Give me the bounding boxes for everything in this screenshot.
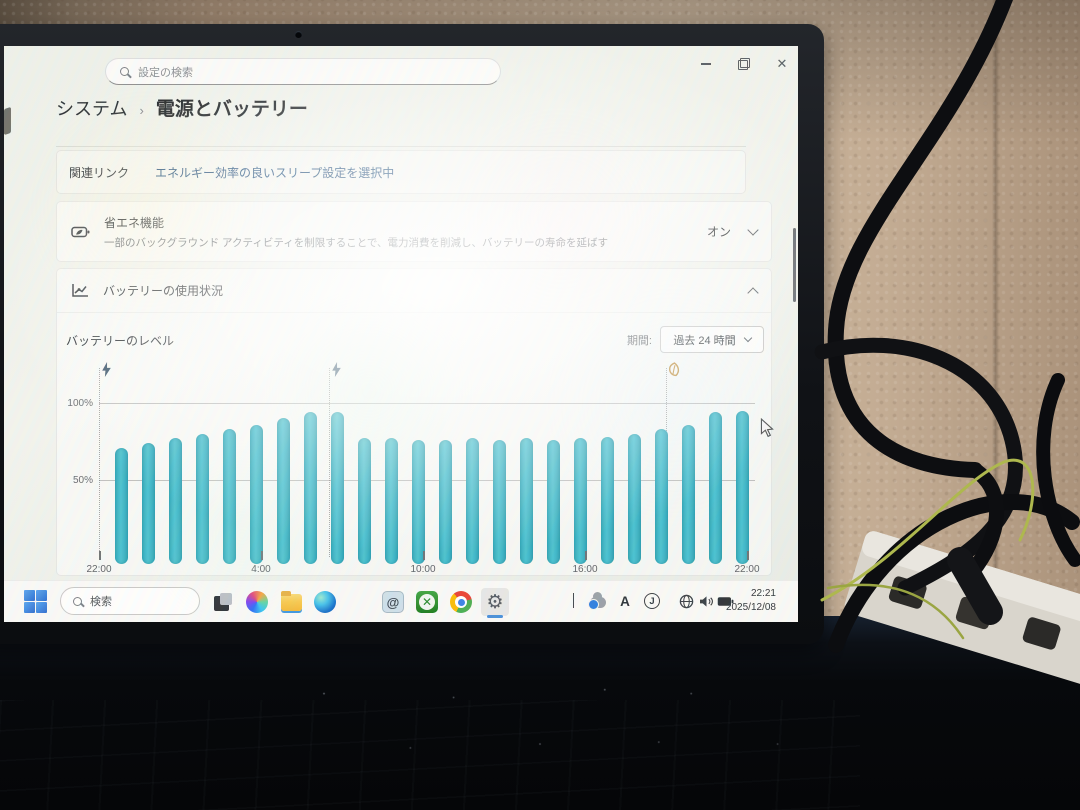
sleep-settings-link[interactable]: エネルギー効率の良いスリープ設定を選択中 xyxy=(155,165,395,180)
page-title: 電源とバッテリー xyxy=(155,99,308,120)
energy-saver-row[interactable]: 省エネ機能 一部のバックグラウンド アクティビティを制限することで、電力消費を削… xyxy=(56,201,772,262)
related-links-row: 関連リンク エネルギー効率の良いスリープ設定を選択中 xyxy=(56,150,746,194)
battery-usage-title: バッテリーの使用状況 xyxy=(103,284,224,298)
settings-search-input[interactable]: 設定の検索 xyxy=(105,58,501,85)
clock-time: 22:21 xyxy=(750,588,776,599)
battery-usage-header[interactable]: バッテリーの使用状況 xyxy=(57,269,771,313)
chevron-up-icon[interactable] xyxy=(747,286,759,299)
assistant-icon[interactable]: J xyxy=(641,590,663,612)
period-dropdown[interactable]: 過去 24 時間 xyxy=(660,326,764,353)
energy-saver-value: オン xyxy=(706,225,731,239)
breadcrumb-system[interactable]: システム xyxy=(56,99,128,119)
period-value: 過去 24 時間 xyxy=(673,334,736,347)
search-placeholder: 設定の検索 xyxy=(138,66,193,79)
webcam-dot xyxy=(295,31,302,38)
restore-button[interactable] xyxy=(736,56,752,72)
close-button[interactable]: ✕ xyxy=(776,56,788,71)
breadcrumb-separator: › xyxy=(139,103,144,118)
screen-edge-mark xyxy=(4,106,11,136)
settings-screen: 設定の検索 ✕ システム › 電源とバッテリー 関連リンク エネルギー効率の良い… xyxy=(4,46,798,622)
minimize-button[interactable] xyxy=(698,56,714,72)
clock-date: 2025/12/08 xyxy=(725,602,776,613)
wall-shadow xyxy=(992,0,999,585)
chart-line-icon xyxy=(72,284,88,297)
ime-mode-indicator[interactable]: A xyxy=(620,593,630,609)
taskbar: 検索 @⚙ AJ 22:21 2025/12/08 xyxy=(4,580,798,622)
chevron-down-icon xyxy=(743,333,752,343)
period-label: 期間: xyxy=(626,334,652,347)
chevron-down-icon[interactable] xyxy=(747,224,759,236)
scrollbar-thumb[interactable] xyxy=(793,228,796,302)
related-links-label: 関連リンク xyxy=(69,165,130,180)
cloud-sync-icon[interactable] xyxy=(587,590,609,612)
keyboard-glints xyxy=(0,616,1080,810)
divider xyxy=(56,146,746,147)
network-globe-icon[interactable] xyxy=(675,590,697,612)
breadcrumb: システム › 電源とバッテリー xyxy=(56,94,308,121)
battery-level-label: バッテリーのレベル xyxy=(66,334,175,348)
energy-saver-description: 一部のバックグラウンド アクティビティを制限することで、電力消費を削減し、バッテ… xyxy=(104,236,608,249)
energy-saver-icon xyxy=(71,226,90,237)
battery-usage-section: バッテリーの使用状況 xyxy=(56,268,772,576)
mouse-cursor xyxy=(760,417,774,443)
search-icon xyxy=(120,67,129,76)
hidden-icons-chevron[interactable] xyxy=(562,590,584,612)
laptop-bezel: 設定の検索 ✕ システム › 電源とバッテリー 関連リンク エネルギー効率の良い… xyxy=(0,24,824,644)
energy-saver-title: 省エネ機能 xyxy=(104,215,165,230)
tray-clock[interactable]: 22:21 2025/12/08 xyxy=(726,587,776,615)
